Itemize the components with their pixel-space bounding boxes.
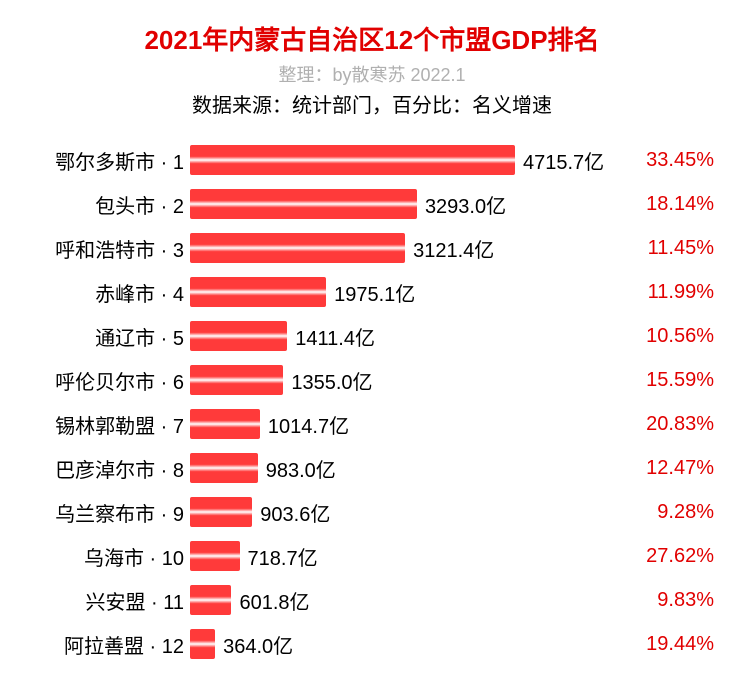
bar-row: 锡林郭勒盟 · 7 1014.7亿 20.83% [30, 402, 714, 446]
bar-chart: 鄂尔多斯市 · 1 4715.7亿 33.45% 包头市 · 2 3293.0亿 18.1… [30, 138, 714, 666]
row-value: 3121.4亿 [413, 234, 494, 263]
row-percent: 33.45% [646, 149, 714, 172]
row-label: 呼伦贝尔市 · 6 [30, 366, 190, 395]
row-label: 乌兰察布市 · 9 [30, 498, 190, 527]
bar-row: 呼和浩特市 · 3 3121.4亿 11.45% [30, 226, 714, 270]
row-percent: 11.99% [648, 281, 714, 304]
row-value: 1975.1亿 [334, 278, 415, 307]
row-value: 1411.4亿 [295, 322, 375, 351]
bar-row: 呼伦贝尔市 · 6 1355.0亿 15.59% [30, 358, 714, 402]
bar [190, 365, 283, 395]
bar-row: 阿拉善盟 · 12 364.0亿 19.44% [30, 622, 714, 666]
row-percent: 18.14% [646, 193, 714, 216]
row-value: 1355.0亿 [291, 366, 372, 395]
row-label: 兴安盟 · 11 [30, 586, 190, 615]
row-percent: 10.56% [646, 325, 714, 348]
row-value: 903.6亿 [260, 498, 330, 527]
row-label: 阿拉善盟 · 12 [30, 630, 190, 659]
bar [190, 233, 405, 263]
bar [190, 497, 252, 527]
bar-area: 4715.7亿 33.45% [190, 138, 714, 182]
row-label: 巴彦淖尔市 · 8 [30, 454, 190, 483]
row-percent: 27.62% [646, 545, 714, 568]
bar-area: 1975.1亿 11.99% [190, 270, 714, 314]
row-label: 鄂尔多斯市 · 1 [30, 146, 190, 175]
row-percent: 20.83% [646, 413, 714, 436]
bar [190, 321, 287, 351]
bar-area: 718.7亿 27.62% [190, 534, 714, 578]
row-value: 4715.7亿 [523, 146, 604, 175]
row-value: 718.7亿 [248, 542, 318, 571]
row-value: 1014.7亿 [268, 410, 349, 439]
bar [190, 145, 515, 175]
bar-area: 3121.4亿 11.45% [190, 226, 714, 270]
row-value: 601.8亿 [239, 586, 309, 615]
bar-area: 364.0亿 19.44% [190, 622, 714, 666]
bar-row: 乌海市 · 10 718.7亿 27.62% [30, 534, 714, 578]
row-percent: 11.45% [648, 237, 714, 260]
row-label: 乌海市 · 10 [30, 542, 190, 571]
row-percent: 15.59% [646, 369, 714, 392]
bar [190, 453, 258, 483]
row-label: 赤峰市 · 4 [30, 278, 190, 307]
bar-area: 1355.0亿 15.59% [190, 358, 714, 402]
bar-row: 巴彦淖尔市 · 8 983.0亿 12.47% [30, 446, 714, 490]
bar [190, 277, 326, 307]
bar-area: 1411.4亿 10.56% [190, 314, 714, 358]
row-value: 364.0亿 [223, 630, 293, 659]
row-percent: 9.83% [657, 589, 714, 612]
bar-row: 乌兰察布市 · 9 903.6亿 9.28% [30, 490, 714, 534]
bar-area: 983.0亿 12.47% [190, 446, 714, 490]
bar-area: 903.6亿 9.28% [190, 490, 714, 534]
bar-area: 3293.0亿 18.14% [190, 182, 714, 226]
bar-area: 601.8亿 9.83% [190, 578, 714, 622]
bar-row: 赤峰市 · 4 1975.1亿 11.99% [30, 270, 714, 314]
row-percent: 12.47% [646, 457, 714, 480]
bar-area: 1014.7亿 20.83% [190, 402, 714, 446]
bar-row: 包头市 · 2 3293.0亿 18.14% [30, 182, 714, 226]
chart-title: 2021年内蒙古自治区12个市盟GDP排名 [30, 20, 714, 57]
row-label: 包头市 · 2 [30, 190, 190, 219]
bar [190, 585, 231, 615]
bar [190, 629, 215, 659]
bar-row: 通辽市 · 5 1411.4亿 10.56% [30, 314, 714, 358]
bar-row: 鄂尔多斯市 · 1 4715.7亿 33.45% [30, 138, 714, 182]
bar [190, 541, 240, 571]
bar-row: 兴安盟 · 11 601.8亿 9.83% [30, 578, 714, 622]
row-label: 呼和浩特市 · 3 [30, 234, 190, 263]
row-label: 通辽市 · 5 [30, 322, 190, 351]
bar [190, 189, 417, 219]
bar [190, 409, 260, 439]
chart-source: 数据来源：统计部门，百分比：名义增速 [30, 89, 714, 118]
row-value: 3293.0亿 [425, 190, 506, 219]
row-value: 983.0亿 [266, 454, 336, 483]
row-label: 锡林郭勒盟 · 7 [30, 410, 190, 439]
row-percent: 19.44% [646, 633, 714, 656]
chart-subtitle: 整理：by散寒苏 2022.1 [30, 61, 714, 87]
row-percent: 9.28% [657, 501, 714, 524]
